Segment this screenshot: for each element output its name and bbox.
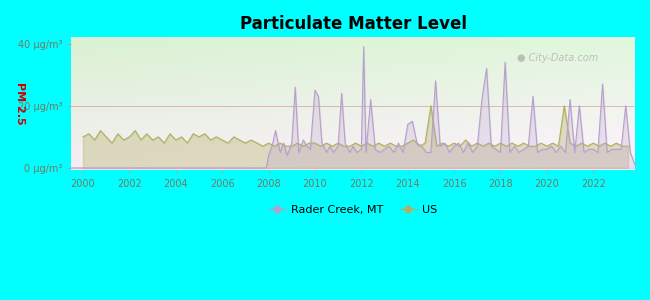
- Legend: Rader Creek, MT, US: Rader Creek, MT, US: [265, 201, 442, 220]
- Y-axis label: PM 2.5: PM 2.5: [15, 82, 25, 125]
- Text: ● City-Data.com: ● City-Data.com: [517, 53, 598, 64]
- Title: Particulate Matter Level: Particulate Matter Level: [240, 15, 467, 33]
